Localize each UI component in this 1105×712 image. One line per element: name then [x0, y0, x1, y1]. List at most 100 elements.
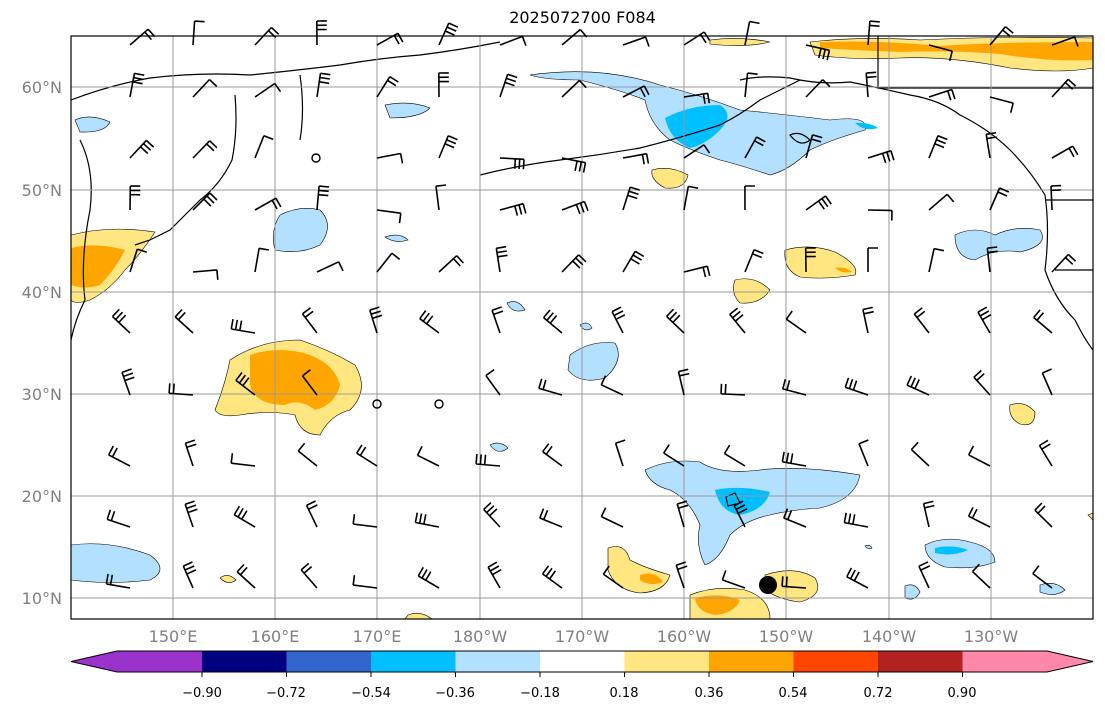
- colorbar-bin: [540, 651, 625, 672]
- wind-barb: [111, 308, 131, 334]
- wind-barb: [622, 152, 650, 165]
- wind-barb: [858, 439, 869, 467]
- wind-barb: [1051, 78, 1077, 98]
- lon-label: 180°W: [453, 627, 508, 646]
- wind-barb: [782, 379, 807, 396]
- wind-barb: [230, 453, 256, 467]
- wind-barb: [744, 136, 766, 159]
- wind-barb: [973, 369, 991, 396]
- colorbar-tick-label: 0.54: [779, 686, 808, 701]
- lon-label: 150°E: [149, 627, 198, 646]
- wind-barb: [168, 383, 194, 396]
- wind-barb: [744, 20, 760, 46]
- wind-barb: [622, 250, 645, 273]
- wind-barb: [677, 368, 690, 396]
- wind-barb: [235, 372, 256, 396]
- wind-barb: [805, 44, 831, 61]
- wind-barb: [438, 255, 464, 273]
- lat-label: 20°N: [22, 487, 62, 506]
- wind-barb: [414, 512, 440, 528]
- wind-barb: [622, 186, 641, 211]
- wind-barb: [300, 562, 318, 589]
- wind-barb: [356, 444, 378, 467]
- wind-barb: [918, 561, 931, 589]
- wind-barb: [192, 192, 218, 211]
- lat-label: 40°N: [22, 283, 62, 302]
- wind-barb: [376, 252, 401, 273]
- wind-barbs: [105, 20, 1079, 589]
- wind-barb: [491, 306, 504, 334]
- wind-barb: [184, 500, 198, 528]
- wind-barb: [967, 506, 991, 528]
- wind-barb: [683, 265, 711, 278]
- colorbar-bin: [624, 651, 710, 672]
- wind-barb: [721, 570, 746, 589]
- wind-barb: [499, 157, 525, 170]
- wind-barb: [1051, 253, 1077, 273]
- wind-barb: [192, 20, 205, 46]
- calm-wind-circles: [311, 153, 444, 409]
- wind-barb: [720, 383, 746, 396]
- longitude-labels: 150°E 160°E 170°E 180°W 170°W 160°W 150°…: [149, 627, 1019, 646]
- wind-barb: [121, 368, 135, 396]
- colorbar-bin: [793, 651, 879, 672]
- wind-barb: [744, 249, 764, 273]
- colorbar-bin: [878, 651, 963, 672]
- wind-barb: [867, 149, 895, 164]
- wind-barb: [316, 261, 344, 273]
- wind-barb: [663, 444, 685, 467]
- wind-barb: [977, 306, 992, 334]
- wind-barb: [683, 92, 711, 104]
- wind-barb: [683, 185, 699, 211]
- wind-barb: [844, 377, 869, 396]
- colorbar-tick-label: −0.72: [266, 686, 306, 701]
- wind-barb: [305, 500, 318, 528]
- wind-barb: [376, 152, 404, 164]
- colorbar-tick-labels: −0.90 −0.72 −0.54 −0.36 −0.18 0.18 0.36 …: [182, 686, 976, 701]
- wind-barb: [906, 375, 930, 396]
- wind-barb: [733, 500, 748, 528]
- strong-positive-anomaly-regions: [71, 41, 1093, 615]
- wind-barb: [805, 134, 823, 159]
- wind-barb: [971, 563, 991, 589]
- wind-barb: [129, 72, 145, 98]
- wind-barb: [419, 310, 440, 334]
- wind-barb: [542, 309, 563, 334]
- wind-barb: [254, 134, 274, 159]
- colorbar-tick-label: 0.18: [610, 686, 639, 701]
- storm-center-marker: [759, 576, 777, 594]
- wind-barb: [297, 442, 318, 467]
- wind-barb: [602, 565, 624, 589]
- wind-barb: [438, 135, 458, 159]
- wind-barb: [928, 44, 953, 61]
- wind-barb: [805, 79, 831, 98]
- colorbar-tick-label: −0.18: [520, 686, 560, 701]
- wind-barb: [1051, 36, 1079, 47]
- colorbar-bin: [371, 651, 456, 672]
- wind-barb: [438, 72, 449, 98]
- wind-barb: [376, 209, 402, 224]
- wind-barb: [928, 88, 956, 101]
- wind-barb: [192, 140, 218, 159]
- wind-barb: [352, 575, 378, 589]
- gridlines: [71, 36, 1093, 619]
- wind-barb: [928, 134, 948, 159]
- wind-barb: [804, 247, 816, 273]
- wind-barb: [376, 76, 399, 98]
- wind-barb: [254, 247, 270, 273]
- colorbar-extend-high: [1047, 651, 1093, 672]
- colorbar-extend-low: [71, 651, 117, 672]
- wind-barb: [301, 307, 318, 334]
- lon-label: 160°W: [657, 627, 712, 646]
- wind-barb: [1034, 502, 1053, 528]
- wind-barb: [184, 439, 197, 467]
- colorbar-bin: [455, 651, 541, 672]
- lon-label: 160°E: [251, 627, 300, 646]
- wind-barb: [236, 563, 256, 589]
- wind-barb: [846, 567, 869, 589]
- latitude-labels: 60°N 50°N 40°N 30°N 20°N 10°N: [22, 78, 62, 608]
- wind-barb: [862, 306, 874, 334]
- colorbar-outline: [70, 650, 1094, 673]
- wind-barb: [485, 369, 501, 396]
- wind-barb: [729, 307, 746, 334]
